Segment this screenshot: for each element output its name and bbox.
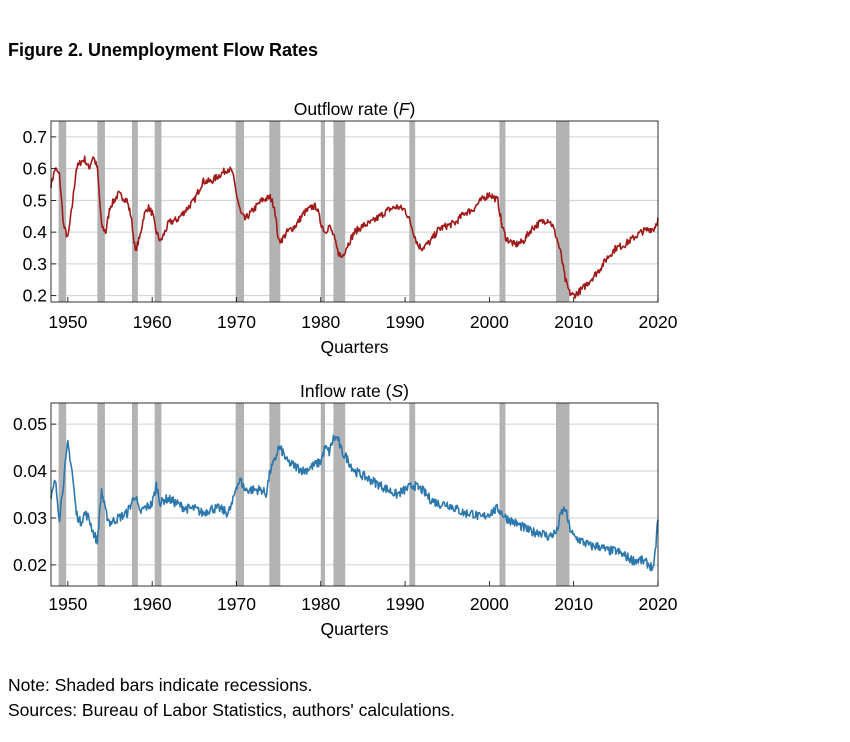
outflow-series-line xyxy=(50,155,659,299)
inflow-recession-bar xyxy=(235,403,245,586)
outflow-recession-bar xyxy=(333,121,346,302)
outflow-recession-bar xyxy=(499,121,506,302)
inflow-xtick-label: 1950 xyxy=(48,594,87,614)
inflow-recession-bar xyxy=(320,403,325,586)
outflow-recession-bar xyxy=(555,121,570,302)
outflow-ytick-label: 0.5 xyxy=(23,190,47,210)
inflow-xaxis-label: Quarters xyxy=(320,619,388,639)
inflow-xtick-label: 1990 xyxy=(386,594,425,614)
outflow-recession-bar xyxy=(131,121,138,302)
inflow-xtick-label: 2010 xyxy=(554,594,593,614)
inflow-recession-bar xyxy=(409,403,416,586)
outflow-chart: 0.2 0.3 0.4 0.5 0.6 0.7 1950 1960 1970 1980 1990 20… xyxy=(23,99,678,357)
outflow-recession-bar xyxy=(320,121,325,302)
inflow-recession-bar xyxy=(499,403,506,586)
outflow-xtick-label: 2010 xyxy=(554,312,593,332)
outflow-xaxis-label: Quarters xyxy=(320,337,388,357)
outflow-xtick-label: 1960 xyxy=(133,312,172,332)
inflow-title-variable: S xyxy=(391,381,403,401)
outflow-ytick-label: 0.6 xyxy=(23,159,47,179)
inflow-plot-frame xyxy=(50,402,659,587)
inflow-ytick-label: 0.03 xyxy=(13,508,47,528)
outflow-panel-title: Outflow rate (F) xyxy=(294,99,416,119)
outflow-title-variable: F xyxy=(399,99,411,119)
inflow-title-close: ) xyxy=(403,381,409,401)
sources-text: Sources: Bureau of Labor Statistics, aut… xyxy=(8,700,455,720)
outflow-title-text: Outflow rate ( xyxy=(294,99,399,119)
inflow-panel-title: Inflow rate (S) xyxy=(300,381,409,401)
outflow-ytick-label: 0.7 xyxy=(23,127,47,147)
outflow-recession-bar xyxy=(154,121,162,302)
outflow-xtick-label: 1980 xyxy=(301,312,340,332)
outflow-xtick-label: 2020 xyxy=(639,312,678,332)
outflow-ytick-label: 0.3 xyxy=(23,254,47,274)
outflow-plot-frame xyxy=(50,120,659,303)
inflow-ytick-label: 0.05 xyxy=(13,414,47,434)
inflow-recession-bar xyxy=(269,403,281,586)
inflow-xtick-label: 1980 xyxy=(301,594,340,614)
inflow-xtick-label: 1960 xyxy=(133,594,172,614)
inflow-recession-bar xyxy=(131,403,138,586)
inflow-xtick-label: 1970 xyxy=(217,594,256,614)
figure-title: Figure 2. Unemployment Flow Rates xyxy=(8,40,319,60)
outflow-xtick-label: 1950 xyxy=(48,312,87,332)
inflow-chart: 0.02 0.03 0.04 0.05 1950 1960 1970 1980 1990 2000… xyxy=(13,381,678,639)
note-text: Note: Shaded bars indicate recessions. xyxy=(8,675,313,695)
inflow-recession-bar xyxy=(555,403,570,586)
outflow-xtick-label: 2000 xyxy=(470,312,509,332)
charts-canvas: 0.2 0.3 0.4 0.5 0.6 0.7 1950 1960 1970 1980 1990 20… xyxy=(13,99,678,639)
outflow-xtick-label: 1990 xyxy=(386,312,425,332)
outflow-ytick-label: 0.2 xyxy=(23,286,47,306)
inflow-xtick-label: 2020 xyxy=(639,594,678,614)
inflow-ytick-label: 0.04 xyxy=(13,461,47,481)
outflow-ytick-label: 0.4 xyxy=(23,222,48,242)
outflow-title-close: ) xyxy=(409,99,415,119)
figure-notes: Note: Shaded bars indicate recessions. S… xyxy=(8,673,455,723)
inflow-title-text: Inflow rate ( xyxy=(300,381,392,401)
inflow-series-line xyxy=(50,434,659,572)
inflow-xtick-label: 2000 xyxy=(470,594,509,614)
inflow-recession-bar xyxy=(333,403,346,586)
outflow-recession-bar xyxy=(409,121,416,302)
inflow-ytick-label: 0.02 xyxy=(13,555,47,575)
outflow-xtick-label: 1970 xyxy=(217,312,256,332)
